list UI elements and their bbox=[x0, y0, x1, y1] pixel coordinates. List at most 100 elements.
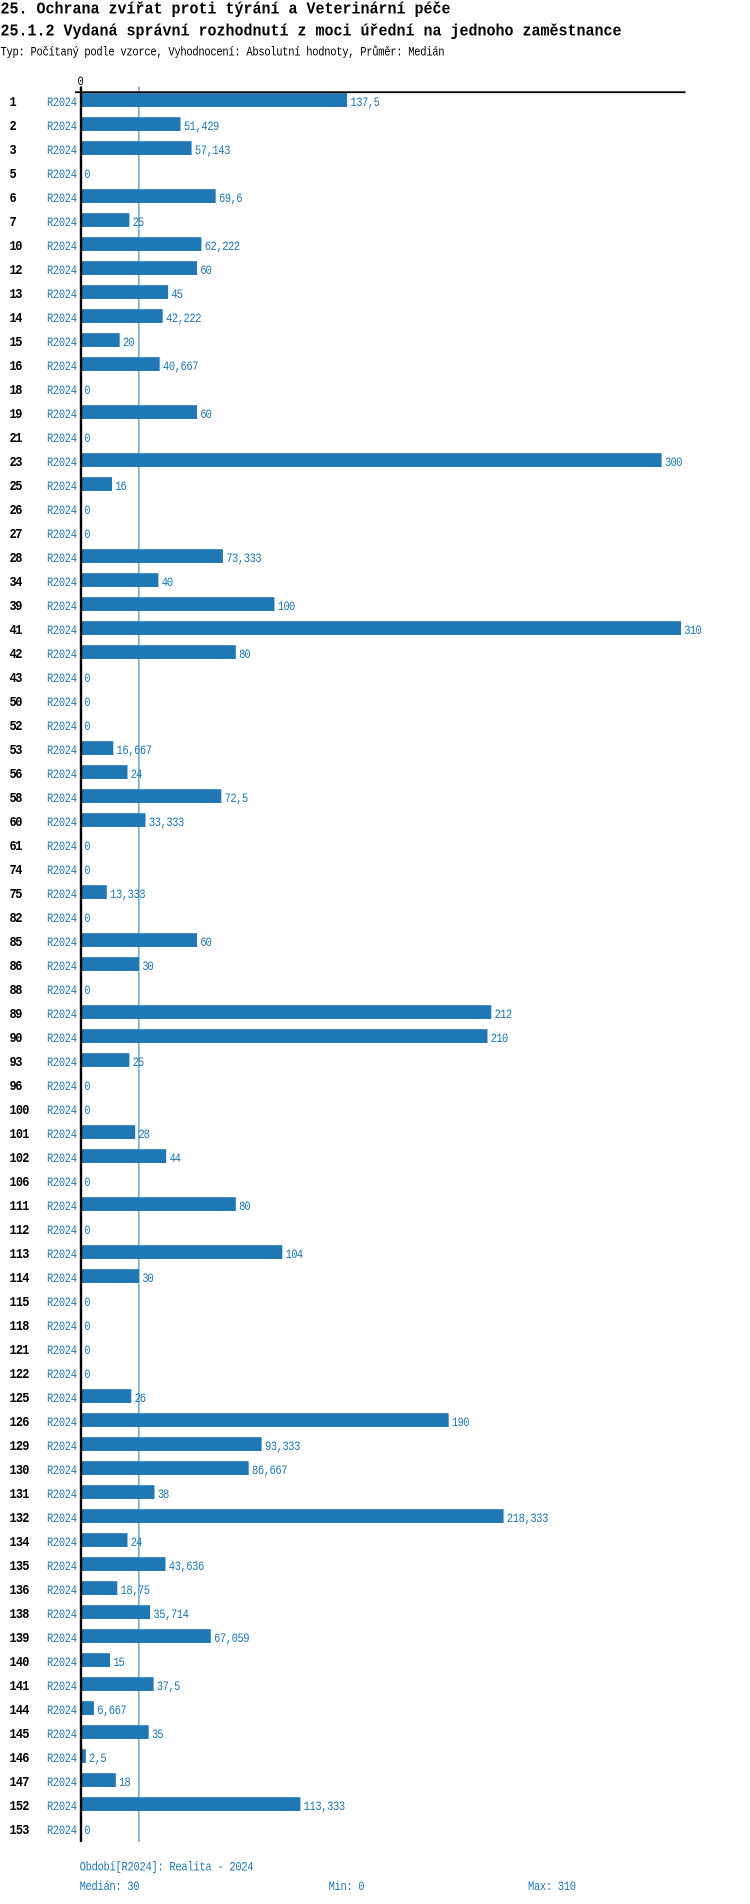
svg-text:Typ: Počítaný podle vzorce, Vy: Typ: Počítaný podle vzorce, Vyhodnocení:… bbox=[1, 46, 445, 60]
svg-text:0: 0 bbox=[84, 1344, 90, 1358]
svg-text:104: 104 bbox=[286, 1248, 304, 1262]
svg-text:R2024: R2024 bbox=[47, 1080, 77, 1094]
svg-text:R2024: R2024 bbox=[47, 1488, 77, 1502]
svg-text:0: 0 bbox=[84, 1080, 90, 1094]
svg-text:R2024: R2024 bbox=[47, 288, 77, 302]
svg-text:26: 26 bbox=[10, 502, 23, 518]
svg-text:R2024: R2024 bbox=[47, 1584, 77, 1598]
svg-text:100: 100 bbox=[10, 1102, 30, 1118]
svg-text:R2024: R2024 bbox=[47, 864, 77, 878]
svg-text:28: 28 bbox=[138, 1128, 150, 1142]
svg-text:58: 58 bbox=[10, 790, 23, 806]
svg-text:R2024: R2024 bbox=[47, 336, 77, 350]
svg-text:R2024: R2024 bbox=[47, 504, 77, 518]
svg-text:60: 60 bbox=[200, 264, 212, 278]
svg-text:57,143: 57,143 bbox=[195, 144, 231, 158]
svg-text:16: 16 bbox=[115, 480, 127, 494]
svg-text:126: 126 bbox=[10, 1414, 30, 1430]
svg-text:0: 0 bbox=[84, 696, 90, 710]
svg-text:50: 50 bbox=[10, 694, 23, 710]
svg-text:R2024: R2024 bbox=[47, 696, 77, 710]
svg-text:114: 114 bbox=[10, 1270, 30, 1286]
svg-text:67,059: 67,059 bbox=[214, 1632, 250, 1646]
svg-text:30: 30 bbox=[142, 960, 154, 974]
svg-text:R2024: R2024 bbox=[47, 408, 77, 422]
svg-text:R2024: R2024 bbox=[47, 576, 77, 590]
svg-text:111: 111 bbox=[10, 1198, 30, 1214]
svg-text:146: 146 bbox=[10, 1750, 30, 1766]
svg-text:R2024: R2024 bbox=[47, 1560, 77, 1574]
svg-text:25: 25 bbox=[133, 216, 145, 230]
svg-text:R2024: R2024 bbox=[47, 744, 77, 758]
svg-text:R2024: R2024 bbox=[47, 960, 77, 974]
svg-text:R2024: R2024 bbox=[47, 1512, 77, 1526]
svg-text:82: 82 bbox=[10, 910, 23, 926]
svg-text:43: 43 bbox=[10, 670, 23, 686]
svg-text:R2024: R2024 bbox=[47, 384, 77, 398]
svg-text:106: 106 bbox=[10, 1174, 30, 1190]
svg-text:16: 16 bbox=[10, 358, 23, 374]
svg-text:R2024: R2024 bbox=[47, 1656, 77, 1670]
svg-text:R2024: R2024 bbox=[47, 1152, 77, 1166]
svg-text:R2024: R2024 bbox=[47, 1104, 77, 1118]
svg-text:24: 24 bbox=[131, 768, 143, 782]
svg-text:136: 136 bbox=[10, 1582, 30, 1598]
svg-text:139: 139 bbox=[10, 1630, 30, 1646]
svg-text:0: 0 bbox=[84, 840, 90, 854]
svg-text:R2024: R2024 bbox=[47, 1248, 77, 1262]
svg-text:R2024: R2024 bbox=[47, 144, 77, 158]
svg-text:2,5: 2,5 bbox=[89, 1752, 107, 1766]
svg-text:R2024: R2024 bbox=[47, 1344, 77, 1358]
svg-text:R2024: R2024 bbox=[47, 624, 77, 638]
svg-text:R2024: R2024 bbox=[47, 1368, 77, 1382]
svg-text:15: 15 bbox=[10, 334, 23, 350]
svg-text:R2024: R2024 bbox=[47, 936, 77, 950]
svg-text:R2024: R2024 bbox=[47, 1440, 77, 1454]
svg-text:0: 0 bbox=[84, 1224, 90, 1238]
svg-text:43,636: 43,636 bbox=[169, 1560, 205, 1574]
svg-text:R2024: R2024 bbox=[47, 1176, 77, 1190]
svg-text:R2024: R2024 bbox=[47, 648, 77, 662]
svg-text:130: 130 bbox=[10, 1462, 30, 1478]
svg-text:42: 42 bbox=[10, 646, 23, 662]
svg-text:88: 88 bbox=[10, 982, 23, 998]
svg-text:60: 60 bbox=[200, 936, 212, 950]
svg-text:25. Ochrana zvířat proti týrán: 25. Ochrana zvířat proti týrání a Veteri… bbox=[1, 0, 451, 19]
svg-text:25.1.2 Vydaná správní rozhodnu: 25.1.2 Vydaná správní rozhodnutí z moci … bbox=[1, 22, 622, 41]
svg-text:129: 129 bbox=[10, 1438, 30, 1454]
svg-text:80: 80 bbox=[239, 648, 251, 662]
svg-text:R2024: R2024 bbox=[47, 1632, 77, 1646]
svg-text:0: 0 bbox=[84, 1824, 90, 1838]
svg-text:85: 85 bbox=[10, 934, 23, 950]
svg-text:0: 0 bbox=[84, 1296, 90, 1310]
svg-text:112: 112 bbox=[10, 1222, 30, 1238]
svg-text:118: 118 bbox=[10, 1318, 30, 1334]
svg-text:R2024: R2024 bbox=[47, 360, 77, 374]
svg-text:18: 18 bbox=[10, 382, 23, 398]
svg-text:R2024: R2024 bbox=[47, 984, 77, 998]
svg-text:R2024: R2024 bbox=[47, 1056, 77, 1070]
svg-text:20: 20 bbox=[123, 336, 135, 350]
svg-text:96: 96 bbox=[10, 1078, 23, 1094]
svg-text:R2024: R2024 bbox=[47, 912, 77, 926]
svg-text:40: 40 bbox=[162, 576, 174, 590]
svg-text:0: 0 bbox=[84, 528, 90, 542]
svg-text:41: 41 bbox=[10, 622, 23, 638]
svg-text:Období[R2024]: Realita - 2024: Období[R2024]: Realita - 2024 bbox=[80, 1861, 254, 1875]
svg-text:R2024: R2024 bbox=[47, 1320, 77, 1334]
svg-text:69,6: 69,6 bbox=[219, 192, 243, 206]
svg-text:R2024: R2024 bbox=[47, 432, 77, 446]
svg-text:153: 153 bbox=[10, 1822, 30, 1838]
svg-text:138: 138 bbox=[10, 1606, 30, 1622]
svg-text:51,429: 51,429 bbox=[184, 120, 220, 134]
svg-text:R2024: R2024 bbox=[47, 1728, 77, 1742]
svg-text:73,333: 73,333 bbox=[226, 552, 262, 566]
svg-text:3: 3 bbox=[10, 142, 17, 158]
svg-text:18: 18 bbox=[119, 1776, 131, 1790]
svg-text:R2024: R2024 bbox=[47, 1536, 77, 1550]
svg-text:121: 121 bbox=[10, 1342, 30, 1358]
svg-text:86: 86 bbox=[10, 958, 23, 974]
svg-text:R2024: R2024 bbox=[47, 1008, 77, 1022]
svg-text:35: 35 bbox=[152, 1728, 164, 1742]
svg-text:R2024: R2024 bbox=[47, 1680, 77, 1694]
